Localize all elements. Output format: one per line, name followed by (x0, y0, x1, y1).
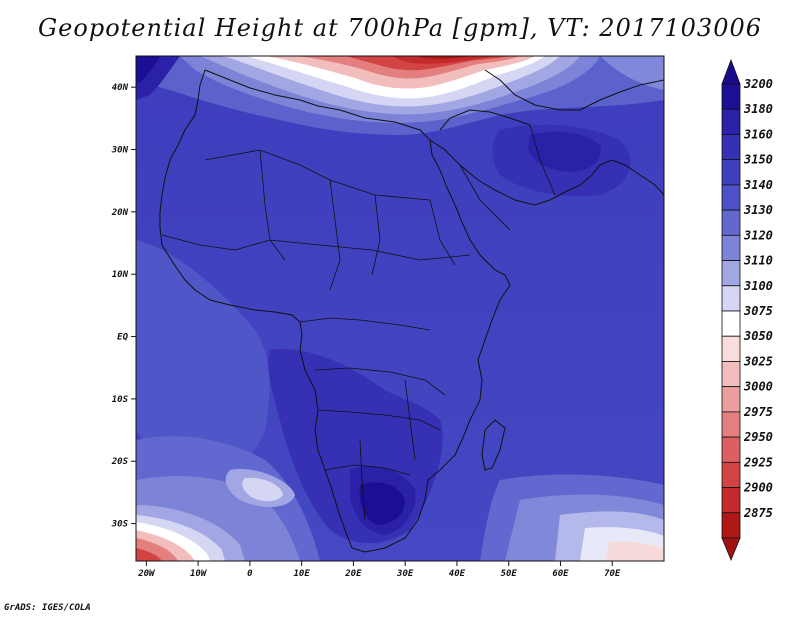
colorbar-swatch (721, 260, 741, 287)
colorbar-label: 3050 (743, 329, 773, 343)
colorbar-swatch (721, 184, 741, 211)
coastlines (159, 69, 664, 553)
colorbar-label: 3200 (743, 77, 773, 91)
lat-tick-label: 30S (111, 520, 129, 530)
colorbar-label: 2975 (743, 405, 773, 419)
colorbar-label: 2875 (743, 506, 773, 520)
colorbar-label: 3180 (743, 102, 773, 116)
lat-tick-label: 40N (112, 83, 129, 93)
credit-label: GrADS: IGES/COLA (4, 603, 91, 613)
latitude-ticks: 40N 30N 20N 10N EQ 10S 20S 30S (111, 83, 136, 530)
colorbar-swatch (721, 134, 741, 161)
lon-tick-label: 40E (449, 569, 466, 579)
colorbar: 3200 3180 3160 3150 3140 3130 3120 3110 3100 3075… (721, 58, 773, 562)
country-borders (161, 124, 556, 521)
colorbar-swatch (721, 512, 741, 539)
colorbar-label: 3100 (743, 279, 773, 293)
lon-tick-label: 20E (344, 569, 362, 579)
map-frame (135, 55, 665, 562)
colorbar-label: 3120 (743, 228, 773, 242)
lon-tick-label: 10E (294, 569, 311, 579)
colorbar-swatch (721, 209, 741, 236)
lon-tick-label: 0 (247, 569, 253, 579)
lat-tick-label: EQ (117, 333, 128, 343)
colorbar-swatch (721, 310, 741, 337)
colorbar-bottom-arrow (721, 537, 741, 562)
lon-tick-label: 50E (501, 569, 518, 579)
colorbar-label: 3130 (743, 203, 773, 217)
lon-tick-label: 30E (396, 569, 414, 579)
colorbar-swatch (721, 335, 741, 362)
colorbar-swatch (721, 386, 741, 413)
lat-tick-label: 30N (111, 146, 129, 156)
colorbar-swatch (721, 461, 741, 488)
lon-tick-label: 70E (604, 569, 621, 579)
colorbar-swatch (721, 285, 741, 312)
colorbar-label: 3000 (743, 380, 773, 394)
colorbar-label: 3150 (743, 153, 773, 167)
lon-tick-label: 60E (552, 569, 569, 579)
colorbar-swatch (721, 83, 741, 110)
lat-tick-label: 10N (112, 270, 129, 280)
map-title: Geopotential Height at 700hPa [gpm], VT:… (38, 14, 762, 42)
longitude-ticks: 20W 10W 0 10E 20E 30E 40E 50E 60E 70E (137, 561, 621, 579)
colorbar-label: 3140 (743, 178, 773, 192)
colorbar-top-arrow (721, 58, 741, 85)
lat-tick-label: 20S (111, 457, 129, 467)
colorbar-swatch (721, 159, 741, 186)
colorbar-swatch (721, 361, 741, 388)
colorbar-label: 2900 (743, 481, 773, 495)
height-field (136, 56, 664, 561)
colorbar-swatch (721, 436, 741, 463)
colorbar-label: 3025 (743, 354, 773, 368)
colorbar-label: 3160 (743, 127, 773, 141)
lon-tick-label: 10W (190, 569, 208, 579)
colorbar-label: 3075 (743, 304, 773, 318)
colorbar-label: 3110 (743, 254, 773, 268)
colorbar-label: 2950 (743, 430, 773, 444)
colorbar-swatch (721, 108, 741, 135)
lat-tick-label: 20N (111, 208, 129, 218)
lon-tick-label: 20W (137, 569, 156, 579)
colorbar-swatch (721, 487, 741, 514)
lat-tick-label: 10S (112, 395, 129, 405)
colorbar-swatch (721, 411, 741, 438)
colorbar-label: 2925 (743, 455, 773, 469)
colorbar-swatch (721, 234, 741, 261)
